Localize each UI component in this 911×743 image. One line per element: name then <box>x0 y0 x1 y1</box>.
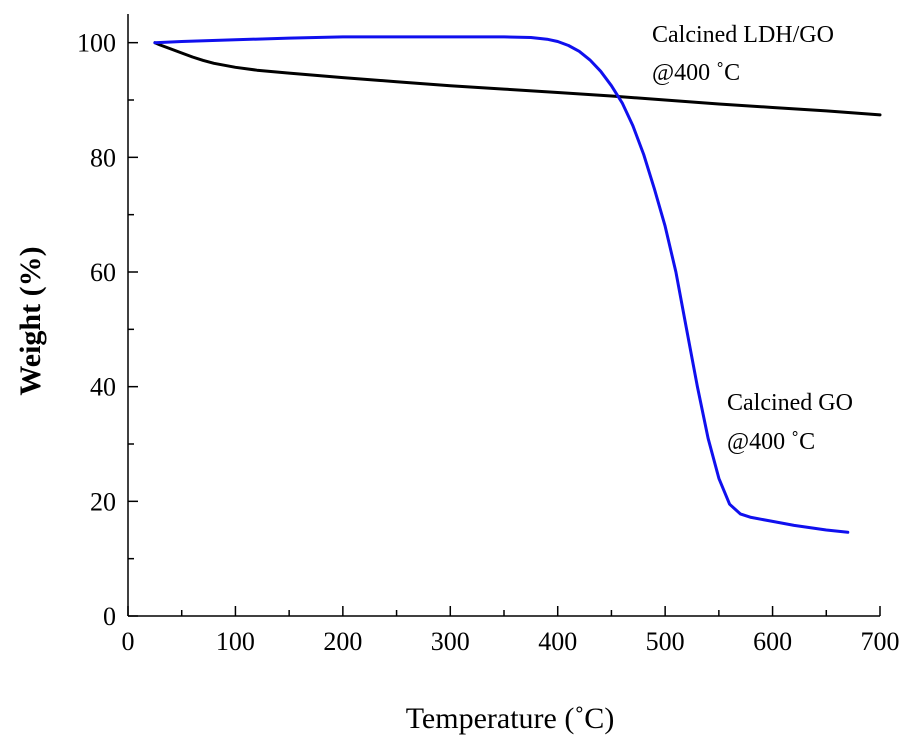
annotation-ldh-line-1: Calcined LDH/GO <box>652 22 834 48</box>
x-tick-label: 500 <box>646 627 685 656</box>
y-tick-label: 40 <box>90 373 116 402</box>
y-axis-title: Weight (%) <box>14 246 47 395</box>
x-tick-label: 100 <box>216 627 255 656</box>
annotation-calcined-ldh-go: Calcined LDH/GO @400 ˚C <box>652 22 834 86</box>
x-tick-label: 0 <box>122 627 135 656</box>
y-tick-label: 100 <box>77 29 116 58</box>
annotation-go-line-2: @400 ˚C <box>727 429 815 455</box>
axis-layer: 0 100 200 300 400 500 600 700 0 20 40 60 80 100 <box>77 14 900 656</box>
x-axis-title: Temperature (˚C) <box>406 702 615 735</box>
x-tick-label: 600 <box>753 627 792 656</box>
annotation-calcined-go: Calcined GO @400 ˚C <box>727 390 853 455</box>
plot-layer <box>153 35 882 534</box>
series-line-calcined-ldh-go <box>153 41 882 117</box>
y-tick-label: 80 <box>90 143 116 172</box>
annotation-ldh-line-2: @400 ˚C <box>652 60 740 86</box>
x-tick-label: 200 <box>323 627 362 656</box>
series-line-calcined-go <box>153 35 850 534</box>
y-tick-label: 0 <box>103 602 116 631</box>
x-tick-label: 700 <box>861 627 900 656</box>
x-tick-label: 300 <box>431 627 470 656</box>
y-tick-label: 60 <box>90 258 116 287</box>
y-tick-label: 20 <box>90 487 116 516</box>
x-tick-label: 400 <box>538 627 577 656</box>
annotation-go-line-1: Calcined GO <box>727 390 853 416</box>
